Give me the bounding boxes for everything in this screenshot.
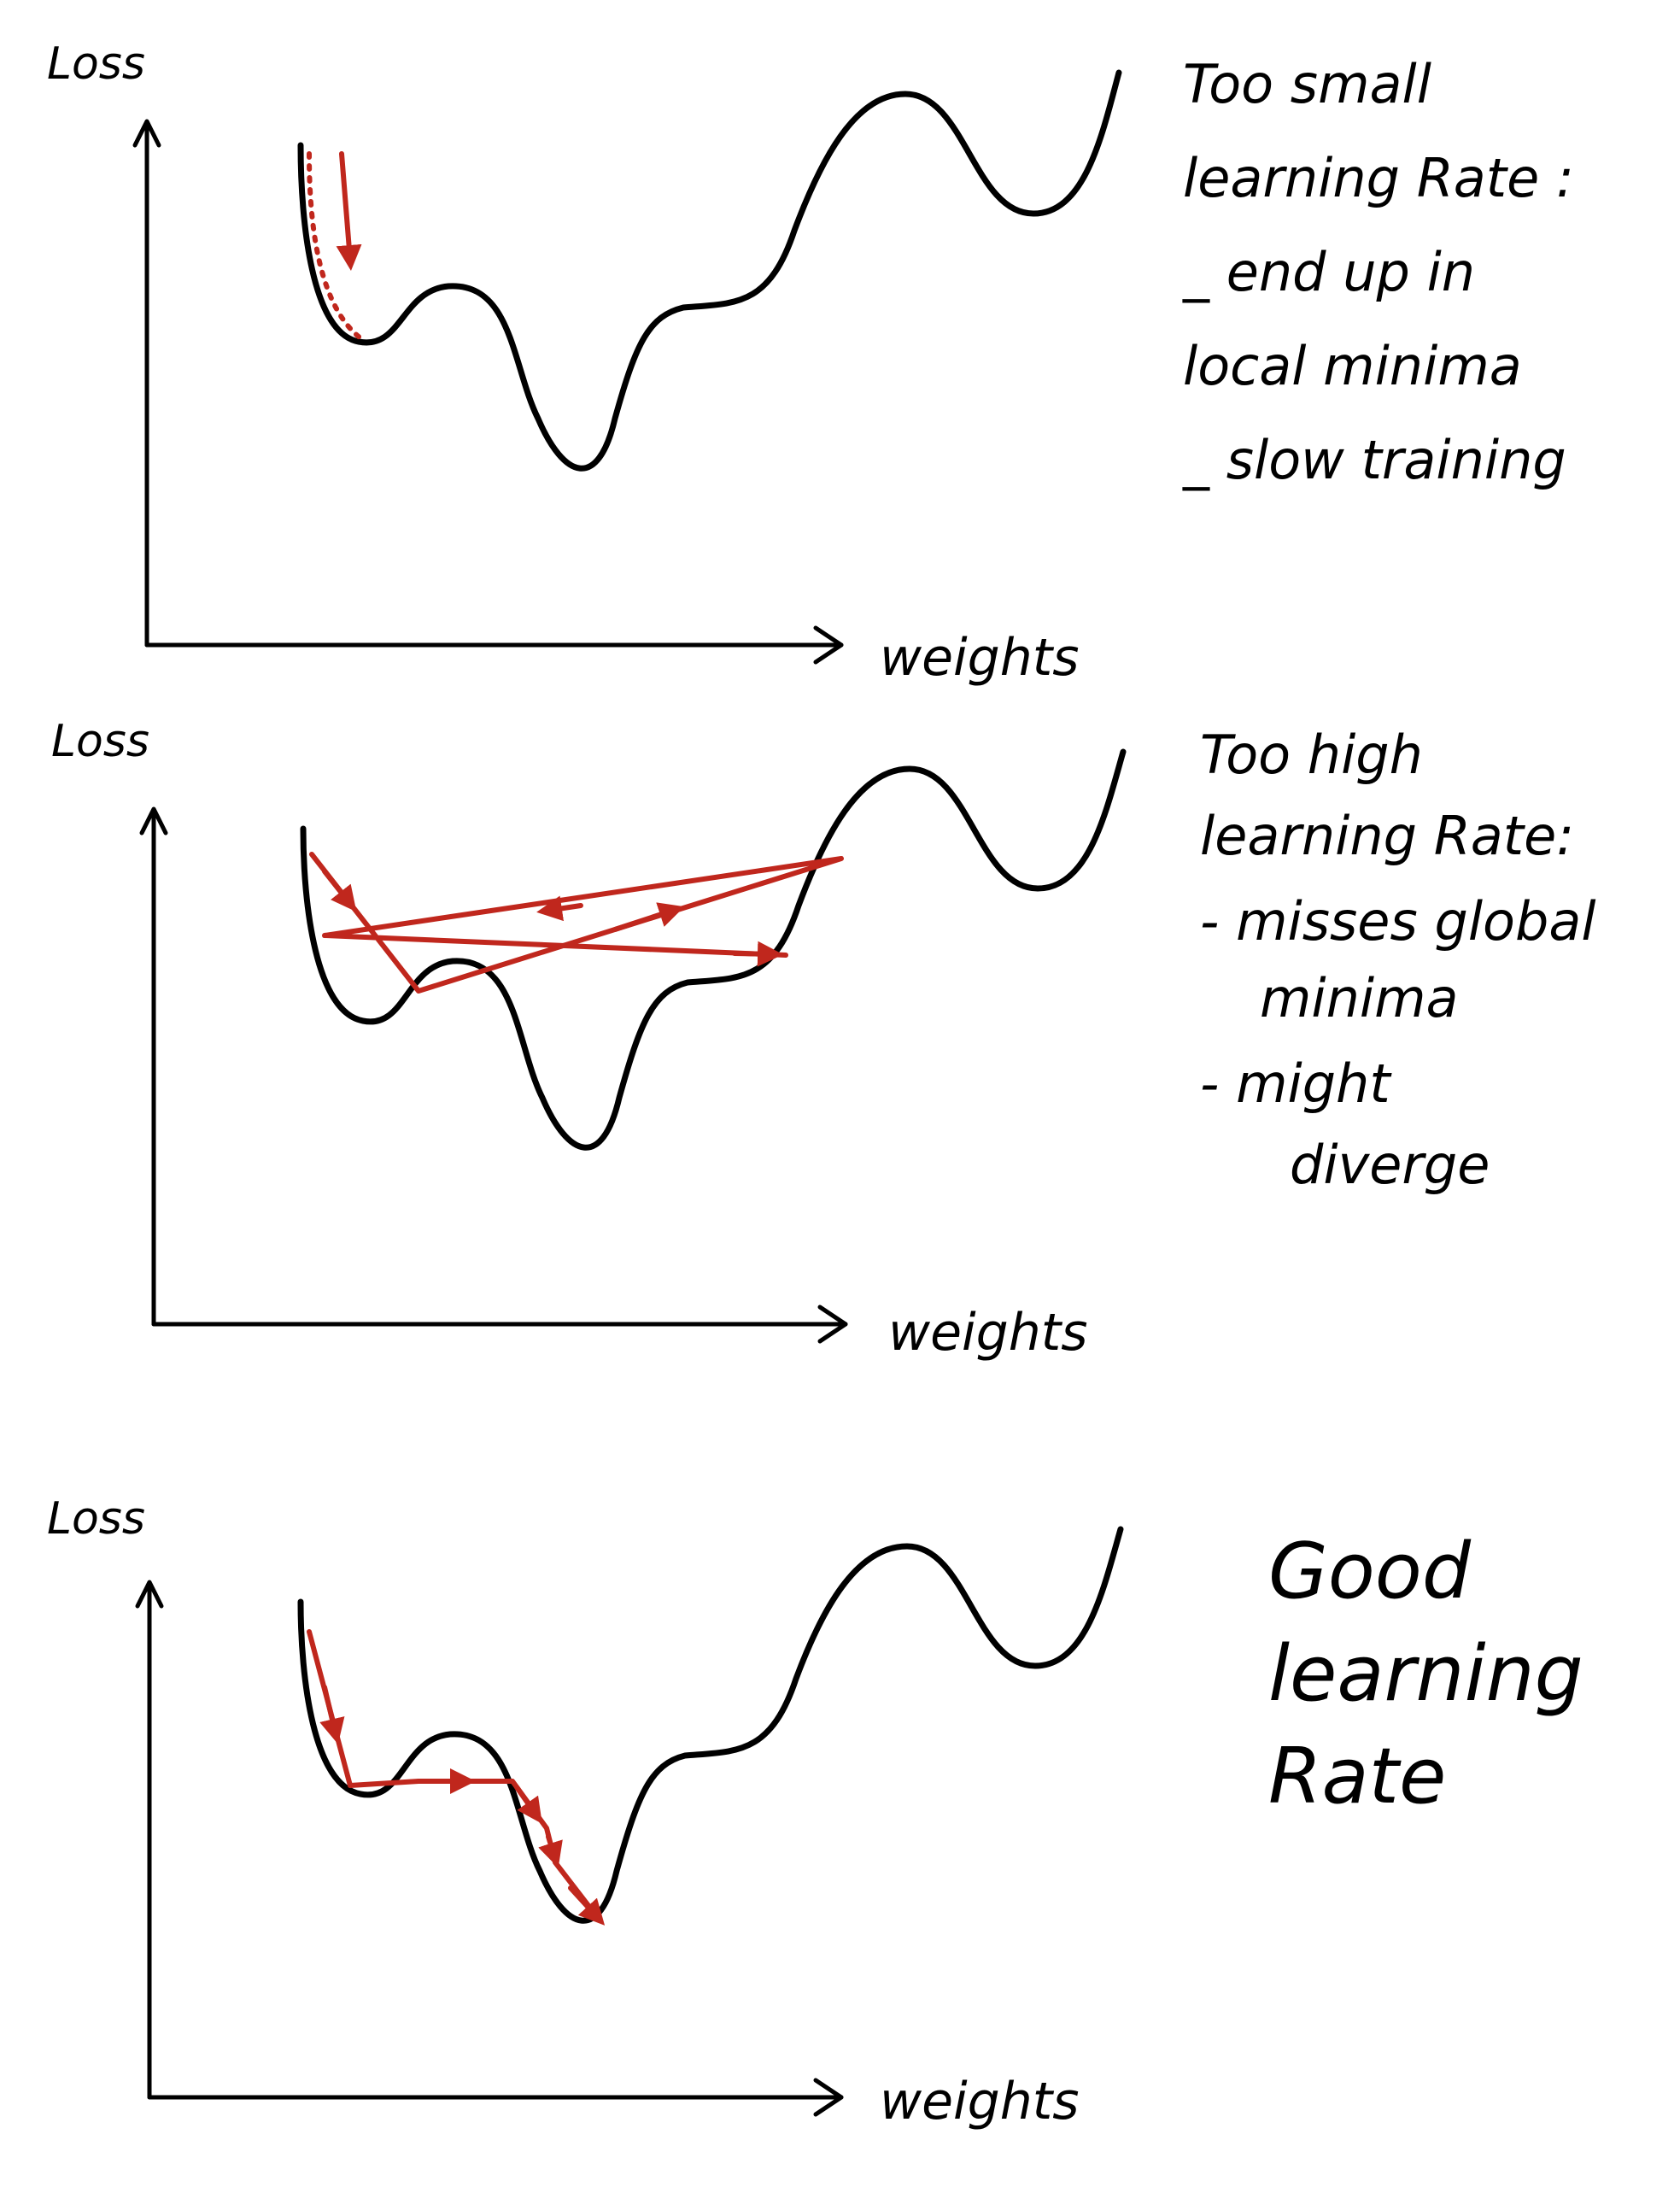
overshoot-arrow-2 [612,902,685,932]
panel-good: Loss weights Good learning Rate [47,1493,1583,2131]
y-axis-label: Loss [47,1493,145,1545]
x-axis-label: weights [880,2072,1080,2131]
overshoot-arrow-1 [322,869,357,912]
panel-too-high: Loss weights Too high learning Rate: - m… [51,716,1596,1363]
x-axis-arrowhead-icon [813,625,844,665]
note-line: minima [1260,967,1459,1029]
note-line: learning [1268,1629,1583,1719]
good-arrow-4 [538,1834,563,1868]
overshoot-arrow-3 [536,895,583,922]
note-line: - misses global [1200,890,1596,953]
y-axis-label: Loss [47,38,145,90]
overshoot-path [309,852,844,994]
note-too-small: Too small learning Rate : _ end up in lo… [1182,53,1574,491]
x-axis-label: weights [880,628,1080,688]
note-line: Rate [1268,1732,1446,1821]
overshoot-arrow-4 [732,941,783,967]
y-axis-label: Loss [51,716,149,767]
note-line: _ end up in [1182,241,1475,303]
note-line: learning Rate: [1200,805,1574,867]
loss-curve [297,1526,1124,1924]
note-line: local minima [1183,335,1522,397]
y-axis-arrowhead-icon [135,1580,164,1609]
descent-arrow [336,151,362,271]
note-line: Good [1268,1527,1472,1616]
y-axis-arrowhead-icon [132,119,161,148]
note-line: diverge [1290,1134,1490,1196]
x-axis-arrowhead-icon [813,2078,844,2117]
good-arrow-3 [514,1785,542,1824]
note-line: _ slow training [1182,429,1566,491]
loss-curve [300,748,1127,1151]
good-arrow-5 [568,1885,606,1926]
small-step-path [307,151,366,343]
note-good: Good learning Rate [1268,1527,1583,1821]
panel-too-small: Loss weights Too small learning Rate : _… [47,38,1574,688]
note-too-high: Too high learning Rate: - misses global … [1200,724,1596,1196]
note-line: learning Rate : [1183,147,1574,209]
y-axis-arrowhead-icon [139,806,168,836]
note-line: Too high [1200,724,1423,786]
loss-curve [297,69,1122,472]
note-line: - might [1200,1052,1392,1115]
note-line: Too small [1183,53,1431,115]
good-arrow-1 [319,1685,345,1744]
x-axis-label: weights [888,1303,1088,1363]
x-axis-arrowhead-icon [817,1305,848,1344]
good-descent-path [307,1629,600,1920]
